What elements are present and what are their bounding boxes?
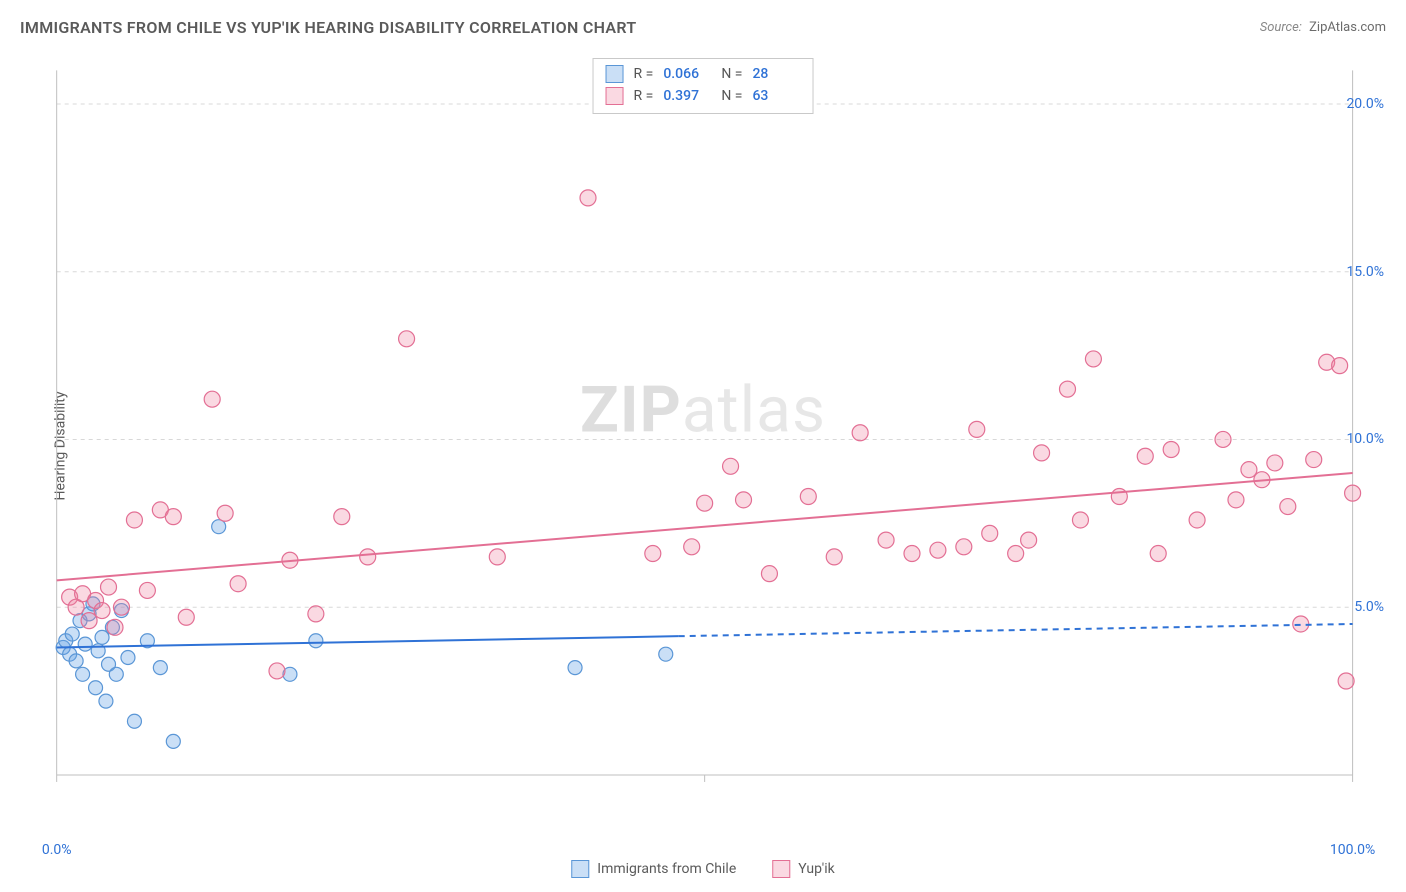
y-tick-label: 10.0% [1346,431,1384,447]
legend-swatch [606,87,624,105]
legend-swatch [571,860,589,878]
stat-r-label: R = [634,63,654,85]
stat-row: R = 0.397 N = 63 [606,85,801,107]
series-legend: Immigrants from Chile Yup'ik [571,860,834,878]
legend-item: Yup'ik [772,860,834,878]
legend-label: Yup'ik [798,861,834,877]
stat-n-label: N = [721,63,742,85]
stat-r-value: 0.066 [663,63,711,85]
scatter-plot-svg [50,55,1386,825]
stat-r-label: R = [634,85,654,107]
source-label: Source: [1260,20,1302,35]
correlation-stat-box: R = 0.066 N = 28 R = 0.397 N = 63 [593,58,814,114]
legend-swatch [772,860,790,878]
y-tick-label: 15.0% [1346,264,1384,280]
legend-label: Immigrants from Chile [597,861,736,877]
y-tick-label: 20.0% [1346,96,1384,112]
stat-n-label: N = [721,85,742,107]
stat-n-value: 63 [752,85,800,107]
legend-item: Immigrants from Chile [571,860,736,878]
legend-swatch [606,65,624,83]
source-name: ZipAtlas.com [1309,20,1386,35]
source-attribution: Source: ZipAtlas.com [1260,20,1386,35]
chart-title: IMMIGRANTS FROM CHILE VS YUP'IK HEARING … [20,18,637,37]
stat-n-value: 28 [752,63,800,85]
stat-row: R = 0.066 N = 28 [606,63,801,85]
y-tick-label: 5.0% [1354,599,1384,615]
stat-r-value: 0.397 [663,85,711,107]
chart-area [50,55,1386,825]
x-tick-label: 100.0% [1330,842,1375,858]
x-tick-label: 0.0% [42,842,72,858]
